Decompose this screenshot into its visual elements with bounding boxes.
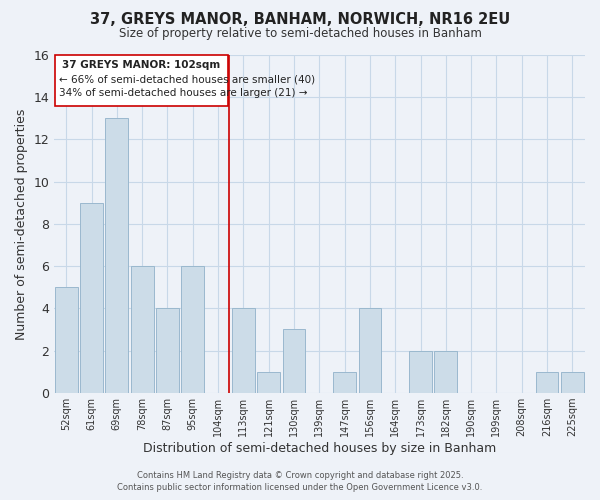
- Y-axis label: Number of semi-detached properties: Number of semi-detached properties: [15, 108, 28, 340]
- Text: ← 66% of semi-detached houses are smaller (40): ← 66% of semi-detached houses are smalle…: [59, 74, 315, 84]
- Bar: [561, 372, 584, 393]
- Bar: [55, 55, 228, 106]
- Text: Contains HM Land Registry data © Crown copyright and database right 2025.
Contai: Contains HM Land Registry data © Crown c…: [118, 471, 482, 492]
- Bar: [409, 350, 432, 393]
- Bar: [359, 308, 381, 393]
- Bar: [283, 330, 305, 393]
- Bar: [536, 372, 559, 393]
- Bar: [156, 308, 179, 393]
- Bar: [257, 372, 280, 393]
- Bar: [434, 350, 457, 393]
- Text: 37 GREYS MANOR: 102sqm: 37 GREYS MANOR: 102sqm: [62, 60, 221, 70]
- Bar: [80, 203, 103, 393]
- Bar: [131, 266, 154, 393]
- Bar: [181, 266, 204, 393]
- X-axis label: Distribution of semi-detached houses by size in Banham: Distribution of semi-detached houses by …: [143, 442, 496, 455]
- Bar: [333, 372, 356, 393]
- Bar: [232, 308, 255, 393]
- Bar: [55, 287, 77, 393]
- Text: 37, GREYS MANOR, BANHAM, NORWICH, NR16 2EU: 37, GREYS MANOR, BANHAM, NORWICH, NR16 2…: [90, 12, 510, 28]
- Text: Size of property relative to semi-detached houses in Banham: Size of property relative to semi-detach…: [119, 28, 481, 40]
- Bar: [106, 118, 128, 393]
- Text: 34% of semi-detached houses are larger (21) →: 34% of semi-detached houses are larger (…: [59, 88, 307, 98]
